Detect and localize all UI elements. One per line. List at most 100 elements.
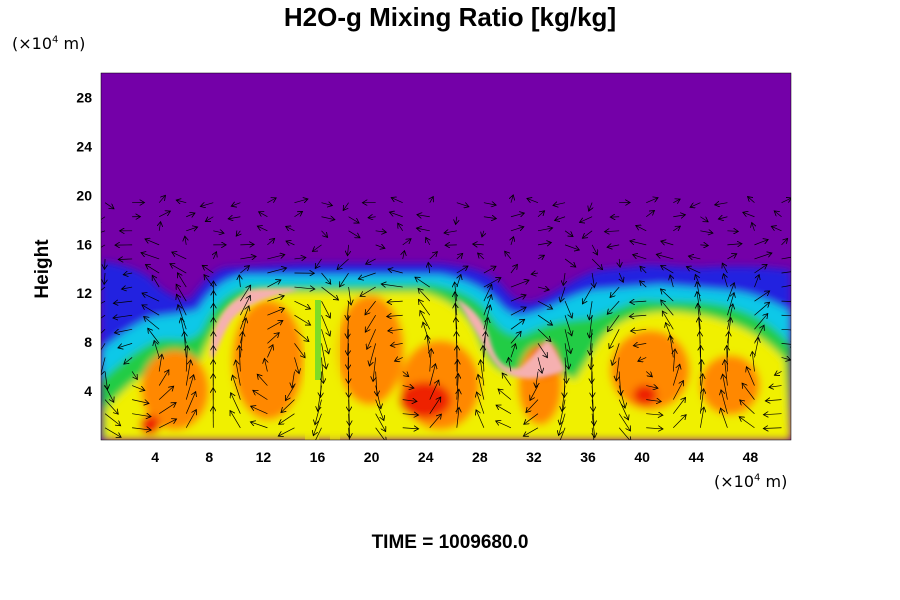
wind-vector xyxy=(688,256,701,259)
wind-vector xyxy=(294,287,314,289)
wind-vector xyxy=(159,354,162,372)
wind-vector xyxy=(633,343,647,345)
wind-vector xyxy=(367,329,376,349)
wind-vector xyxy=(560,399,566,425)
wind-vector xyxy=(723,374,728,400)
wind-vector xyxy=(176,200,187,203)
wind-vector xyxy=(537,300,553,309)
wind-vector xyxy=(607,300,620,314)
wind-vector xyxy=(185,360,190,386)
wind-vector xyxy=(754,264,767,274)
wind-vector xyxy=(673,226,680,231)
wind-vector xyxy=(348,216,360,223)
wind-vector xyxy=(415,277,430,288)
wind-vector xyxy=(430,349,432,372)
wind-vector xyxy=(640,266,647,274)
wind-vector xyxy=(455,303,457,330)
wind-vector xyxy=(176,284,187,302)
wind-vector xyxy=(321,272,331,284)
wind-vector xyxy=(690,202,701,208)
x-axis-ticks: 4 8 12 16 20 24 28 32 36 40 44 48 xyxy=(151,449,758,465)
wind-vector xyxy=(348,343,349,369)
wind-vector xyxy=(231,393,241,414)
wind-vector xyxy=(312,244,322,252)
wind-vector xyxy=(186,346,187,372)
wind-vector xyxy=(358,272,376,279)
wind-vector xyxy=(700,231,713,233)
wind-vector xyxy=(673,415,686,429)
wind-vector xyxy=(722,263,728,274)
wind-vector xyxy=(727,346,728,372)
x-unit-prefix: (×10 xyxy=(714,472,755,491)
wind-vector xyxy=(428,262,430,274)
wind-vector xyxy=(564,230,573,237)
y-unit-exponent: 4 xyxy=(52,34,59,46)
wind-vector xyxy=(537,211,545,218)
wind-vector xyxy=(230,411,241,428)
wind-vector xyxy=(132,428,151,430)
wind-vector xyxy=(104,427,121,438)
wind-vector xyxy=(294,257,305,259)
wind-vector xyxy=(646,428,663,429)
wind-vector xyxy=(395,357,403,361)
wind-vector xyxy=(381,284,403,287)
wind-vector xyxy=(473,244,484,245)
wind-vector xyxy=(375,413,386,432)
wind-vector xyxy=(181,318,187,344)
wind-vector xyxy=(337,258,349,270)
wind-vector xyxy=(186,227,197,231)
wind-vector xyxy=(343,202,349,211)
wind-vector xyxy=(478,253,485,260)
x-tick-label: 44 xyxy=(689,449,705,465)
wind-vector xyxy=(727,283,734,302)
wind-vector xyxy=(390,343,403,345)
wind-vector xyxy=(101,343,106,351)
wind-vector xyxy=(402,414,419,415)
wind-vector xyxy=(721,408,728,428)
wind-vector xyxy=(294,343,305,357)
wind-vector xyxy=(510,295,526,302)
wind-vector xyxy=(429,380,439,400)
wind-vector-overlay xyxy=(101,195,791,440)
wind-vector xyxy=(537,287,549,290)
wind-vector xyxy=(185,392,196,414)
wind-vector xyxy=(656,254,674,260)
wind-vector xyxy=(349,287,352,305)
wind-vector xyxy=(250,422,268,429)
red-core-3 xyxy=(633,385,657,405)
wind-vector xyxy=(172,252,187,260)
red-core-1 xyxy=(399,382,451,418)
plot-frame xyxy=(100,72,792,441)
wind-vector xyxy=(589,202,592,211)
wind-vector xyxy=(564,258,576,267)
wind-vector xyxy=(294,199,308,203)
wind-vector xyxy=(781,328,791,331)
wind-vector xyxy=(456,253,463,260)
wind-vector xyxy=(646,198,658,203)
wind-vector xyxy=(476,410,485,428)
wind-vector xyxy=(670,275,673,288)
wind-vector xyxy=(483,203,496,205)
wind-vector xyxy=(170,264,187,274)
wind-vector xyxy=(565,357,567,383)
x-tick-label: 36 xyxy=(580,449,596,465)
wind-vector xyxy=(478,374,485,400)
wind-vector xyxy=(774,211,782,218)
wind-vector xyxy=(537,343,547,357)
wind-vector xyxy=(101,216,106,223)
wind-vector xyxy=(322,357,324,383)
wind-vector xyxy=(264,358,267,372)
y-tick-label: 4 xyxy=(84,383,92,399)
y-tick-label: 24 xyxy=(76,138,92,154)
wind-vector xyxy=(483,278,501,288)
wind-vector xyxy=(403,251,405,260)
x-tick-label: 28 xyxy=(472,449,488,465)
wind-vector xyxy=(123,273,133,275)
wind-vector xyxy=(315,399,322,425)
wind-vector xyxy=(429,252,438,260)
wind-vector xyxy=(281,399,295,413)
wind-vector xyxy=(526,399,539,413)
wind-vector xyxy=(591,343,592,369)
wind-vector xyxy=(340,272,349,287)
wind-vector xyxy=(267,255,284,260)
